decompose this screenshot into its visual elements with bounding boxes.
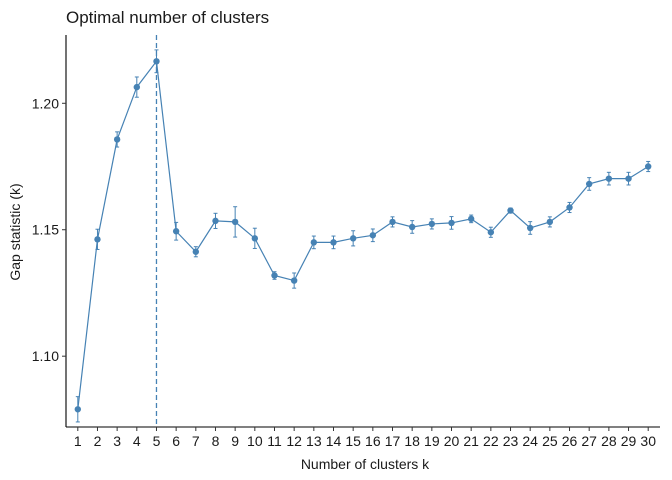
x-tick-label: 18 (404, 433, 420, 449)
data-point (566, 204, 573, 211)
x-tick-label: 24 (522, 433, 538, 449)
data-point (585, 180, 593, 188)
y-tick-label: 1.15 (32, 222, 59, 238)
data-point (231, 218, 239, 226)
chart-title: Optimal number of clusters (66, 8, 269, 27)
x-tick-label: 20 (444, 433, 460, 449)
x-tick-label: 22 (483, 433, 499, 449)
data-point (94, 236, 101, 243)
data-point (349, 235, 357, 242)
x-tick-label: 30 (640, 433, 656, 449)
x-tick-label: 17 (385, 433, 401, 449)
x-axis-label: Number of clusters k (301, 456, 430, 472)
data-point (448, 219, 455, 227)
data-point (153, 58, 160, 65)
data-point (389, 218, 396, 226)
x-tick-label: 19 (424, 433, 440, 449)
data-point (192, 248, 200, 255)
data-point (467, 215, 475, 223)
data-point (271, 272, 278, 279)
data-point (330, 239, 337, 246)
x-tick-label: 8 (212, 433, 220, 449)
y-tick-label: 1.20 (32, 95, 59, 111)
x-tick-label: 6 (172, 433, 180, 449)
data-point (408, 223, 416, 231)
data-point (133, 83, 141, 91)
x-tick-label: 27 (581, 433, 597, 449)
x-tick-label: 23 (503, 433, 519, 449)
x-tick-label: 5 (153, 433, 161, 449)
data-point (310, 239, 318, 246)
data-point (428, 220, 436, 228)
data-point (625, 175, 632, 182)
x-tick-label: 14 (326, 433, 342, 449)
data-point (526, 224, 534, 232)
series-line (77, 59, 649, 410)
data-point (546, 218, 554, 226)
x-tick-label: 13 (306, 433, 322, 449)
data-point (369, 232, 377, 239)
data-point (644, 163, 652, 170)
x-tick-label: 26 (562, 433, 578, 449)
x-tick-label: 9 (231, 433, 239, 449)
data-point (74, 406, 82, 413)
y-axis-label: Gap statistic (k) (7, 183, 23, 280)
x-tick-label: 1 (74, 433, 82, 449)
data-point (212, 217, 219, 225)
data-point (507, 207, 514, 214)
data-point (172, 228, 180, 235)
x-tick-label: 29 (621, 433, 637, 449)
x-tick-label: 4 (133, 433, 141, 449)
x-tick-label: 15 (345, 433, 361, 449)
data-point (290, 277, 298, 284)
x-tick-label: 21 (463, 433, 479, 449)
x-tick-label: 2 (94, 433, 102, 449)
x-tick-label: 7 (192, 433, 200, 449)
data-point (605, 175, 613, 182)
x-tick-label: 11 (267, 433, 282, 449)
x-tick-label: 12 (286, 433, 302, 449)
x-tick-label: 28 (601, 433, 617, 449)
x-tick-label: 3 (113, 433, 121, 449)
plot-area: 1.101.151.201 2 3 4 5 6 7 8 9 10 11 12 13 14 15 16 17 18 1… (32, 35, 660, 449)
y-tick-label: 1.10 (32, 348, 59, 364)
data-point (113, 136, 121, 143)
data-point (487, 229, 495, 236)
x-tick-label: 16 (365, 433, 381, 449)
data-point (251, 235, 259, 242)
x-tick-label: 10 (247, 433, 263, 449)
x-tick-label: 25 (542, 433, 558, 449)
